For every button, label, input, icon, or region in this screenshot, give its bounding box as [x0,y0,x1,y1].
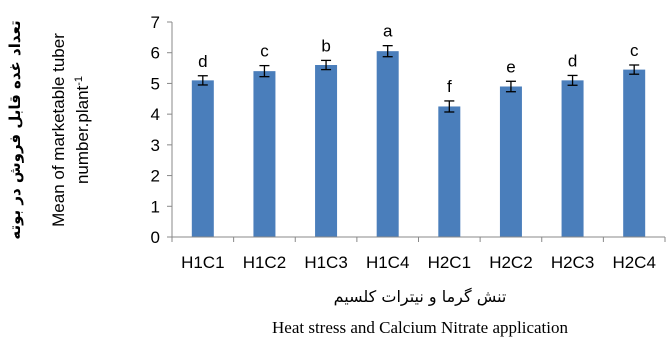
error-bar-h2c4 [629,64,640,75]
significance-letter-h2c2: e [506,57,515,76]
significance-letter-h2c3: d [568,51,577,70]
x-tick-label-h1c1: H1C1 [181,253,224,272]
y-tick-label: 2 [151,167,160,186]
x-tick-label-h2c1: H2C1 [428,253,471,272]
bar-h1c1 [191,80,214,237]
y-tick-label: 0 [151,228,160,247]
y-tick-label: 4 [151,105,160,124]
bar-h2c1 [438,106,461,237]
y-axis-ticks: 0 1 2 3 4 5 6 7 [151,13,172,247]
y-tick-label: 7 [151,13,160,32]
bar-h2c2 [499,86,522,237]
bar-h1c4 [376,51,399,237]
significance-letter-h1c2: c [260,42,269,61]
y-axis-label-line2: number.plant-1 [73,76,92,184]
error-bar-h2c2 [505,80,516,93]
y-tick-label: 3 [151,136,160,155]
y-tick-label: 5 [151,74,160,93]
x-axis-labels: H1C1 H1C2 H1C3 H1C4 H2C1 H2C2 H2C3 H2C4 [171,237,666,272]
error-bar-h2c3 [567,74,578,86]
bar-h2c4 [623,69,646,237]
bar-h1c2 [253,71,276,238]
x-tick-label-h1c4: H1C4 [366,253,409,272]
y-axis-label-superscript: -1 [73,76,85,86]
y-tick-label: 6 [151,44,160,63]
error-bar-h1c3 [321,59,332,71]
x-tick-label-h2c4: H2C4 [612,253,655,272]
significance-letter-h2c1: f [447,77,452,96]
y-axis-label-persian: تعداد غده قابل فروش در بوته [6,20,24,239]
x-tick-label-h1c2: H1C2 [243,253,286,272]
bar-h1c3 [315,65,338,237]
y-axis-label-unit: number.plant [73,85,92,184]
y-axis-label-line1: Mean of marketable tuber [49,33,68,227]
significance-letter-h1c3: b [321,36,330,55]
x-tick-label-h2c3: H2C3 [551,253,594,272]
significance-letter-h1c1: d [198,52,207,71]
x-axis-label: Heat stress and Calcium Nitrate applicat… [272,318,568,337]
x-tick-label-h1c3: H1C3 [304,253,347,272]
error-bar-h1c4 [382,45,393,58]
error-bar-h1c1 [197,75,208,86]
x-tick-label-h2c2: H2C2 [489,253,532,272]
bars-group: d c b a f e d c [191,22,646,238]
significance-letter-h2c4: c [630,41,639,60]
x-axis-label-persian: تنش گرما و نیترات کلسیم [334,287,507,307]
bar-h2c3 [561,80,584,237]
y-tick-label: 1 [151,197,160,216]
error-bar-h2c1 [444,100,455,113]
error-bar-h1c2 [259,64,270,78]
significance-letter-h1c4: a [383,22,393,41]
